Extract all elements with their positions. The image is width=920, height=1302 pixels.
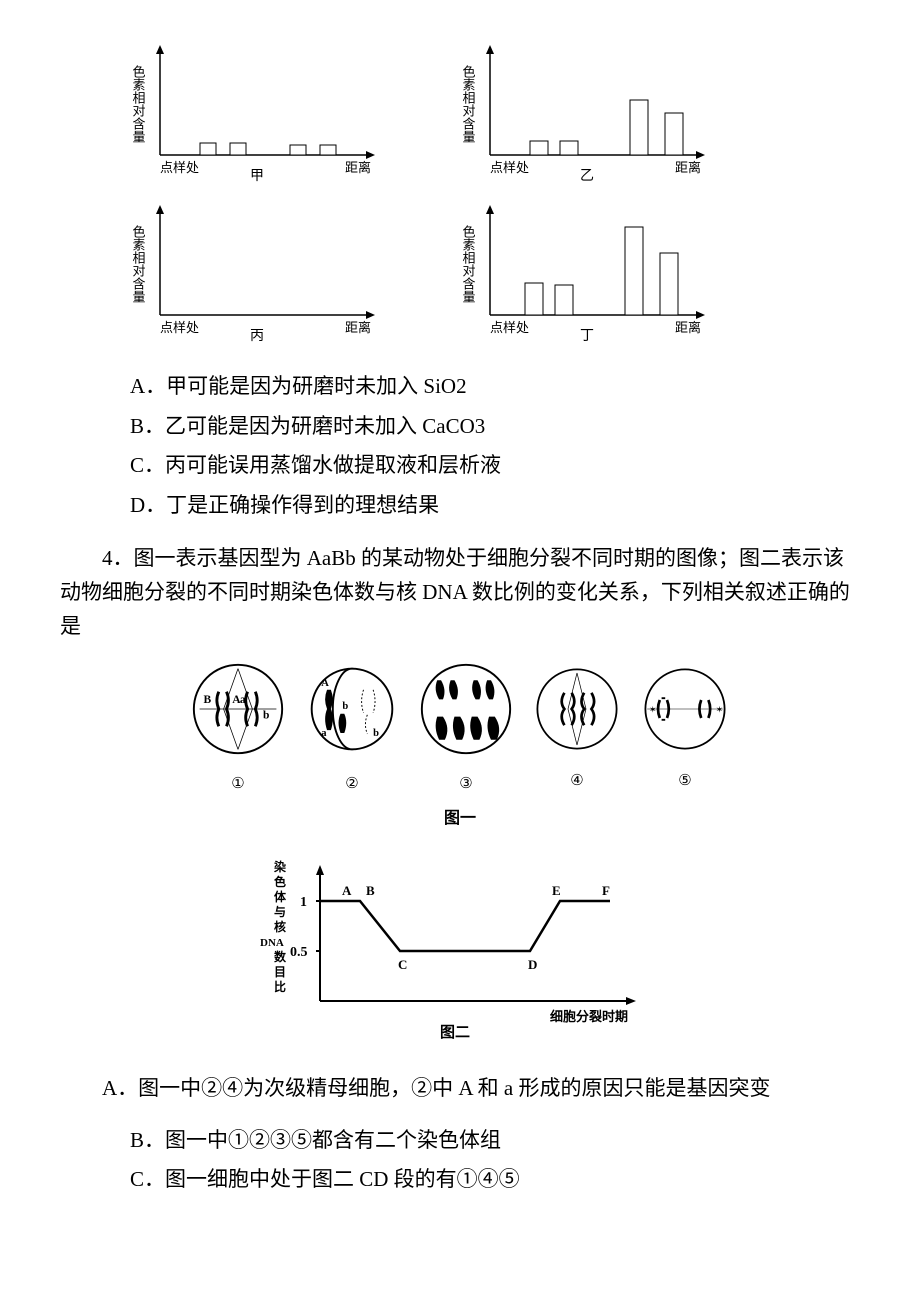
- svg-text:图二: 图二: [440, 1024, 470, 1041]
- y-label: 色素相对含量: [131, 64, 146, 143]
- chart-tag: 甲: [250, 169, 264, 184]
- svg-text:b: b: [373, 728, 379, 739]
- svg-text:距离: 距离: [675, 320, 701, 335]
- x-end: 距离: [345, 160, 371, 175]
- svg-text:D: D: [528, 957, 537, 972]
- svg-text:细胞分裂时期: 细胞分裂时期: [550, 1009, 628, 1024]
- q3-chart-grid: 色素相对含量 点样处 甲 距离 色素相对含量 点样处 乙 距离 色素相对含量: [120, 40, 740, 350]
- svg-text:a: a: [321, 728, 327, 739]
- svg-text:DNA: DNA: [260, 937, 284, 949]
- cell-2: A b a b ②: [304, 661, 400, 796]
- svg-text:0.5: 0.5: [290, 945, 308, 960]
- svg-text:A: A: [321, 678, 329, 689]
- svg-text:E: E: [552, 883, 561, 898]
- svg-text:点样处: 点样处: [490, 320, 529, 335]
- svg-text:染: 染: [273, 859, 287, 874]
- option-b: B．乙可能是因为研磨时未加入 CaCO3: [130, 410, 860, 444]
- svg-text:比: 比: [274, 979, 286, 994]
- svg-text:B: B: [203, 694, 211, 706]
- cell-5: ✶ ✶ ⑤: [640, 664, 730, 793]
- option-d: D．丁是正确操作得到的理想结果: [130, 489, 860, 523]
- svg-text:F: F: [602, 883, 610, 898]
- svg-text:a: a: [240, 694, 246, 706]
- q4-option-a: A．图一中②④为次级精母细胞，②中 A 和 a 形成的原因只能是基因突变: [60, 1072, 860, 1106]
- figure-1: B A a b ① A b a b: [60, 661, 860, 831]
- svg-text:核: 核: [274, 919, 286, 934]
- svg-text:丁: 丁: [580, 329, 594, 344]
- x-start: 点样处: [160, 160, 199, 175]
- svg-text:色素相对含量: 色素相对含量: [131, 224, 146, 303]
- figure-2: 染 色 体 与 核 DNA 数 目 比 1 0.5 A B C D E F 细胞…: [60, 851, 860, 1052]
- svg-text:✶: ✶: [649, 705, 657, 715]
- axes: [156, 45, 375, 159]
- option-a: A．甲可能是因为研磨时未加入 SiO2: [130, 370, 860, 404]
- q4-option-b: B．图一中①②③⑤都含有二个染色体组: [130, 1124, 860, 1158]
- fig1-caption: 图一: [60, 806, 860, 832]
- svg-text:距离: 距离: [675, 160, 701, 175]
- svg-text:乙: 乙: [580, 168, 594, 184]
- svg-text:b: b: [342, 701, 348, 712]
- svg-text:✶: ✶: [716, 705, 724, 715]
- q4-options-rest: B．图一中①②③⑤都含有二个染色体组 C．图一细胞中处于图二 CD 段的有①④⑤: [130, 1124, 860, 1197]
- svg-text:b: b: [263, 710, 269, 722]
- q3-options: A．甲可能是因为研磨时未加入 SiO2 B．乙可能是因为研磨时未加入 CaCO3…: [130, 370, 860, 522]
- chart-bing: 色素相对含量 点样处 丙 距离: [120, 200, 410, 350]
- q4-stem: 4．图一表示基因型为 AaBb 的某动物处于细胞分裂不同时期的图像；图二表示该动…: [60, 542, 860, 643]
- cell-4: ④: [532, 664, 622, 793]
- svg-text:色: 色: [274, 874, 286, 889]
- chart-ding: 色素相对含量 点样处 丁 距离: [450, 200, 740, 350]
- svg-text:与: 与: [274, 905, 286, 919]
- q4-option-c: C．图一细胞中处于图二 CD 段的有①④⑤: [130, 1163, 860, 1197]
- svg-text:目: 目: [274, 965, 286, 979]
- cell-3: ③: [418, 661, 514, 796]
- option-c: C．丙可能误用蒸馏水做提取液和层析液: [130, 449, 860, 483]
- svg-text:体: 体: [274, 889, 287, 904]
- svg-text:距离: 距离: [345, 320, 371, 335]
- cell-1: B A a b ①: [190, 661, 286, 796]
- svg-text:C: C: [398, 957, 407, 972]
- svg-text:1: 1: [300, 895, 307, 910]
- svg-text:色素相对含量: 色素相对含量: [461, 64, 476, 143]
- svg-text:点样处: 点样处: [490, 160, 529, 175]
- svg-text:丙: 丙: [250, 329, 264, 344]
- chart-yi: 色素相对含量 点样处 乙 距离: [450, 40, 740, 190]
- chart-jia: 色素相对含量 点样处 甲 距离: [120, 40, 410, 190]
- svg-text:B: B: [366, 883, 375, 898]
- svg-text:点样处: 点样处: [160, 320, 199, 335]
- svg-text:数: 数: [274, 949, 287, 964]
- svg-text:色素相对含量: 色素相对含量: [461, 224, 476, 303]
- svg-text:A: A: [342, 883, 352, 898]
